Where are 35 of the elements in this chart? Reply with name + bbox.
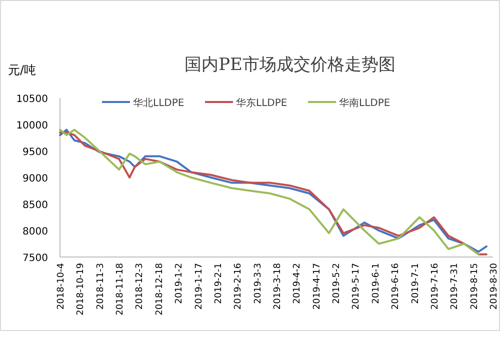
- x-tick-label: 2019-6-16: [391, 262, 402, 310]
- x-tick-label: 2019-8-15: [470, 263, 480, 310]
- x-tick-label: 2018-12-3: [135, 263, 146, 310]
- x-tick-label: 2019-5-2: [332, 263, 342, 304]
- x-tick-label: 2018-10-19: [76, 262, 86, 316]
- y-tick-label: 7500: [22, 253, 48, 264]
- legend-label: 华东LLDPE: [236, 97, 288, 109]
- x-tick-label: 2019-7-1: [410, 263, 421, 304]
- chart-title: 国内PE市场成交价格走势图: [184, 55, 396, 75]
- x-tick-label: 2019-7-31: [450, 263, 460, 310]
- x-tick-label: 2018-11-18: [116, 262, 126, 316]
- x-tick-label: 2019-8-30: [490, 262, 500, 310]
- y-tick-label: 10000: [16, 120, 48, 132]
- y-axis-title: 元/吨: [8, 63, 36, 77]
- x-tick-label: 2019-2-1: [214, 263, 224, 304]
- y-tick-label: 8000: [22, 226, 48, 238]
- x-tick-label: 2018-10-4: [56, 262, 66, 310]
- x-tick-label: 2019-6-1: [371, 263, 382, 304]
- x-tick-label: 2019-5-17: [352, 263, 362, 310]
- x-tick-label: 2019-2-16: [234, 262, 244, 310]
- y-tick-label: 8500: [22, 200, 48, 211]
- x-tick-label: 2018-12-18: [154, 262, 165, 316]
- x-tick-label: 2019-3-18: [273, 262, 283, 310]
- x-tick-label: 2018-11-3: [96, 263, 106, 310]
- x-tick-label: 2019-3-3: [253, 263, 264, 304]
- x-tick-label: 2019-1-2: [174, 263, 185, 304]
- x-tick-label: 2019-4-2: [292, 263, 303, 304]
- legend-label: 华北LLDPE: [133, 97, 184, 109]
- y-tick-label: 10500: [16, 94, 48, 105]
- x-tick-label: 2019-7-16: [430, 262, 440, 310]
- x-tick-label: 2019-4-17: [312, 263, 322, 310]
- x-tick-label: 2019-1-17: [194, 263, 204, 310]
- y-tick-label: 9500: [22, 147, 48, 158]
- legend-label: 华南LLDPE: [339, 97, 390, 109]
- y-tick-label: 9000: [22, 174, 48, 184]
